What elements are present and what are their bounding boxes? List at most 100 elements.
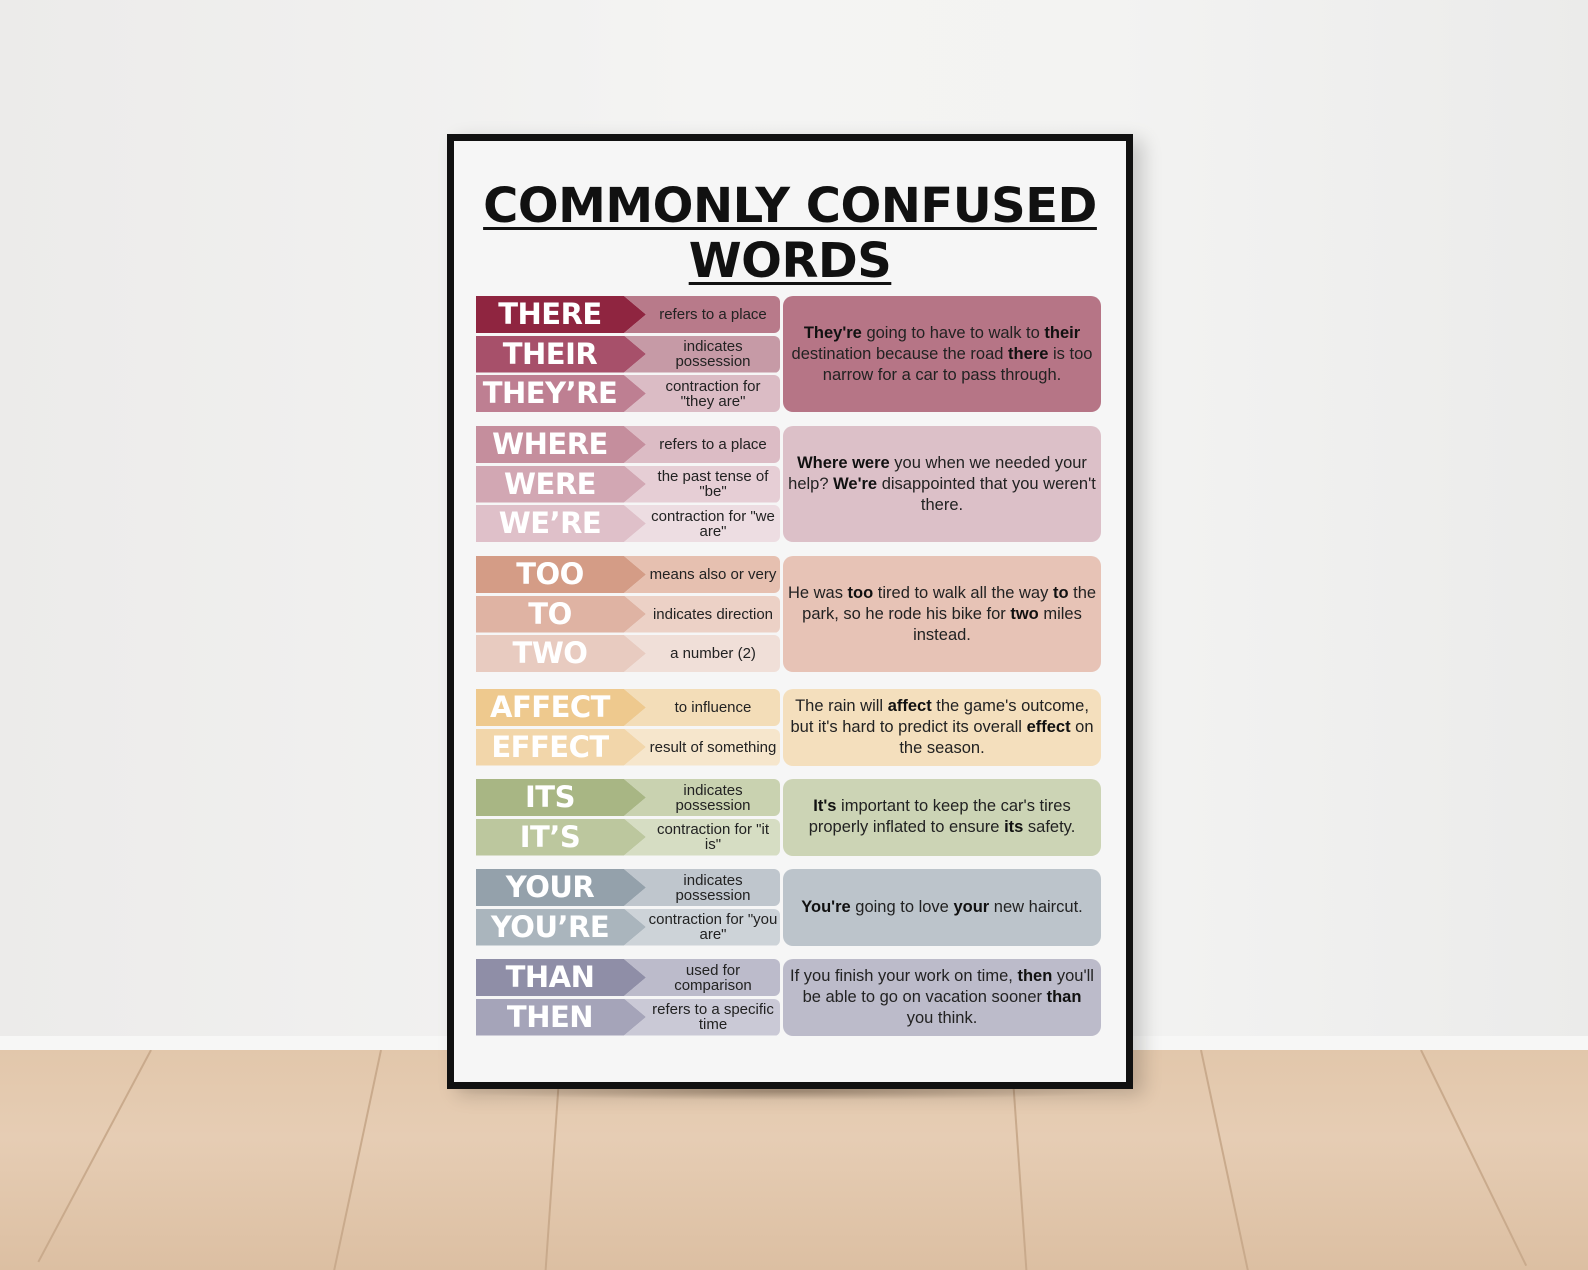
word-group: AFFECT to influence EFFECT result of someth… [476,689,1101,766]
example-text: If you finish your work on time, then yo… [787,966,1097,1029]
example-text: The rain will affect the game's outcome,… [787,696,1097,759]
word-meaning-text: refers to a place [659,436,767,453]
word-meaning: indicates direction [624,595,780,633]
word-meaning: contraction for "you are" [624,908,780,946]
word-meaning: contraction for "it is" [624,818,780,856]
highlighted-word: its [1004,818,1024,837]
confused-word: THAN [476,959,646,996]
word-row: THAN used for comparison [476,959,780,996]
word-meaning-text: refers to a specific time [652,1001,774,1033]
confused-word: THEIR [476,335,646,373]
poster-frame: COMMONLY CONFUSED WORDS THERE refers to a… [447,134,1133,1089]
highlighted-word: then [1017,966,1053,985]
sentence-text: He was [787,583,848,602]
highlighted-word: two [1010,604,1039,623]
highlighted-word: They're [803,323,862,342]
word-meaning-text: indicates possession [675,338,751,370]
confused-word: AFFECT [476,689,646,726]
word-row: AFFECT to influence [476,689,780,726]
word-row: ITS indicates possession [476,779,780,816]
example-sentence: It's important to keep the car's tires p… [783,779,1101,856]
word-meaning-text: contraction for "we are" [651,507,775,540]
confused-word: THERE [476,296,646,333]
word-row: TO indicates direction [476,595,780,633]
word-meaning: the past tense of "be" [624,465,780,503]
confused-word: YOUR [476,869,646,906]
sentence-text: on the season. [899,717,1094,757]
example-sentence: If you finish your work on time, then yo… [783,959,1101,1036]
highlighted-word: You're [801,897,851,916]
word-group: WHERE refers to a place WERE the past tense… [476,426,1101,542]
confused-word: EFFECT [476,728,646,766]
example-sentence: Where were you when we needed your help?… [783,426,1101,542]
word-meaning-text: the past tense of "be" [657,468,769,500]
highlighted-word: We're [833,474,878,493]
word-meaning: indicates possession [624,779,780,816]
word-meaning-text: means also or very [649,566,777,583]
word-meaning: contraction for "we are" [624,505,780,542]
word-row: WHERE refers to a place [476,426,780,463]
word-row: THEY’RE contraction for "they are" [476,375,780,412]
word-row: YOUR indicates possession [476,869,780,906]
word-row: THEN refers to a specific time [476,998,780,1036]
word-meaning-text: a number (2) [670,645,756,662]
sentence-text: you think. [906,1008,978,1027]
confused-word: WE’RE [476,505,646,542]
highlighted-word: too [847,583,874,602]
sentence-text: destination because the road [791,344,1009,363]
word-meaning-text: refers to a place [659,306,767,323]
word-row: THEIR indicates possession [476,335,780,373]
confused-word: WERE [476,465,646,503]
confused-word: IT’S [476,818,646,856]
word-meaning: indicates possession [624,869,780,906]
sentence-text: If you finish your work on time, [790,966,1018,985]
word-row: TWO a number (2) [476,635,780,672]
word-meaning: refers to a place [624,426,780,463]
word-meaning-text: result of something [649,738,777,756]
sentence-text: going to have to walk to [861,323,1045,342]
example-sentence: You're going to love your new haircut. [783,869,1101,946]
word-meaning-text: indicates direction [652,605,774,623]
sentence-text: you'll be able to go on vacation sooner [802,966,1094,1006]
poster: COMMONLY CONFUSED WORDS THERE refers to a… [454,141,1126,1082]
highlighted-word: there [1008,344,1049,363]
highlighted-word: Where were [797,453,890,472]
sentence-text: the game's outcome, but it's hard to pre… [790,696,1089,736]
word-group: THERE refers to a place THEIR indicates pos… [476,296,1101,412]
word-group: ITS indicates possession IT’S contraction f… [476,779,1101,856]
example-text: You're going to love your new haircut. [801,897,1083,918]
word-meaning: refers to a specific time [624,998,780,1036]
example-text: They're going to have to walk to their d… [787,323,1097,386]
highlighted-word: to [1052,583,1069,602]
sentence-text: miles instead. [913,604,1082,644]
example-sentence: The rain will affect the game's outcome,… [783,689,1101,766]
word-meaning-text: contraction for "you are" [648,911,778,943]
word-row: THERE refers to a place [476,296,780,333]
word-meaning-text: to influence [674,699,752,716]
confused-word: TO [476,595,646,633]
confused-word: THEY’RE [476,375,646,412]
word-row: TOO means also or very [476,556,780,593]
sentence-text: you when we needed your help? [788,453,1087,493]
highlighted-word: their [1044,323,1081,342]
highlighted-word: than [1046,987,1082,1006]
word-meaning-text: contraction for "they are" [665,377,761,410]
sentence-text: going to love [850,897,954,916]
word-meaning-text: indicates possession [675,871,751,904]
example-text: Where were you when we needed your help?… [787,453,1097,516]
sentence-text: tired to walk all the way [873,583,1053,602]
example-text: He was too tired to walk all the way to … [787,583,1097,646]
poster-title: COMMONLY CONFUSED WORDS [454,179,1126,289]
word-meaning: means also or very [624,556,780,593]
word-meaning-text: indicates possession [675,781,751,814]
example-text: It's important to keep the car's tires p… [787,796,1097,838]
sentence-text: important to keep the car's tires proper… [808,797,1071,837]
word-row: WE’RE contraction for "we are" [476,505,780,542]
word-meaning: to influence [624,689,780,726]
word-group: TOO means also or very TO indicates directi… [476,556,1101,672]
word-group: YOUR indicates possession YOU’RE contractio… [476,869,1101,946]
confused-word: THEN [476,998,646,1036]
confused-word: YOU’RE [476,908,646,946]
word-meaning: a number (2) [624,635,780,672]
highlighted-word: effect [1026,717,1071,736]
